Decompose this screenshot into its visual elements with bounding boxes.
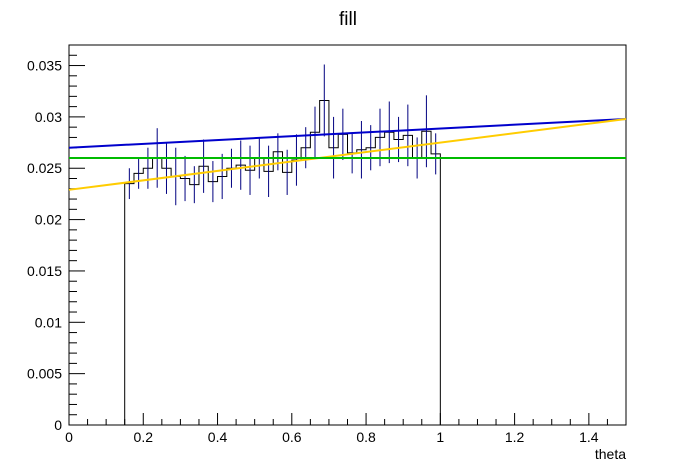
x-tick-label: 0.8 <box>356 429 376 445</box>
y-tick-label: 0 <box>54 417 62 433</box>
y-tick-label: 0.005 <box>27 366 62 382</box>
y-tick-label: 0.015 <box>27 263 62 279</box>
x-tick-label: 0.6 <box>282 429 302 445</box>
plot-area: 0 0.2 0.4 0.6 0.8 1 1.2 1.4 0 0.005 0.01 0.015 0.02 0… <box>27 44 627 445</box>
y-tick-label: 0.02 <box>35 212 62 228</box>
fit-line-2 <box>68 117 627 191</box>
x-tick-label: 1.2 <box>505 429 525 445</box>
chart-title: fill <box>339 9 357 30</box>
y-tick-label: 0.03 <box>35 109 62 125</box>
fit-line-1 <box>68 117 627 149</box>
x-tick-label: 1 <box>436 429 444 445</box>
y-tick-label: 0.025 <box>27 160 62 176</box>
x-tick-label: 0 <box>65 429 73 445</box>
x-tick-label: 0.2 <box>134 429 154 445</box>
y-tick-label: 0.035 <box>27 58 62 74</box>
y-tick-label: 0.01 <box>35 314 62 330</box>
x-tick-label: 0.4 <box>208 429 228 445</box>
x-axis-label: theta <box>595 446 626 462</box>
x-tick-label: 1.4 <box>579 429 599 445</box>
